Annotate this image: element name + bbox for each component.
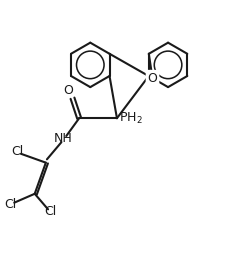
Text: Cl: Cl xyxy=(44,205,56,218)
Text: PH$_2$: PH$_2$ xyxy=(119,111,142,126)
Text: Cl: Cl xyxy=(11,145,23,158)
Text: O: O xyxy=(63,84,73,97)
Text: Cl: Cl xyxy=(4,198,16,211)
Text: NH: NH xyxy=(54,132,73,145)
Text: O: O xyxy=(148,72,157,85)
